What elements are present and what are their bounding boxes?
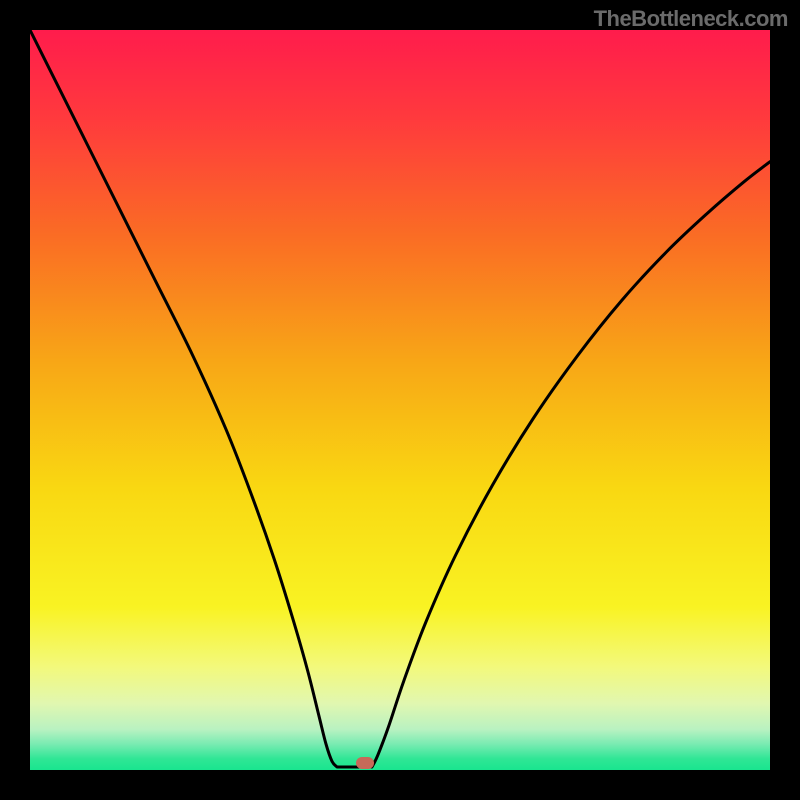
watermark: TheBottleneck.com [594,6,788,32]
plot-area [30,30,770,770]
optimum-marker [356,757,374,769]
bottleneck-chart: TheBottleneck.com [0,0,800,800]
bottleneck-curve [30,30,770,770]
